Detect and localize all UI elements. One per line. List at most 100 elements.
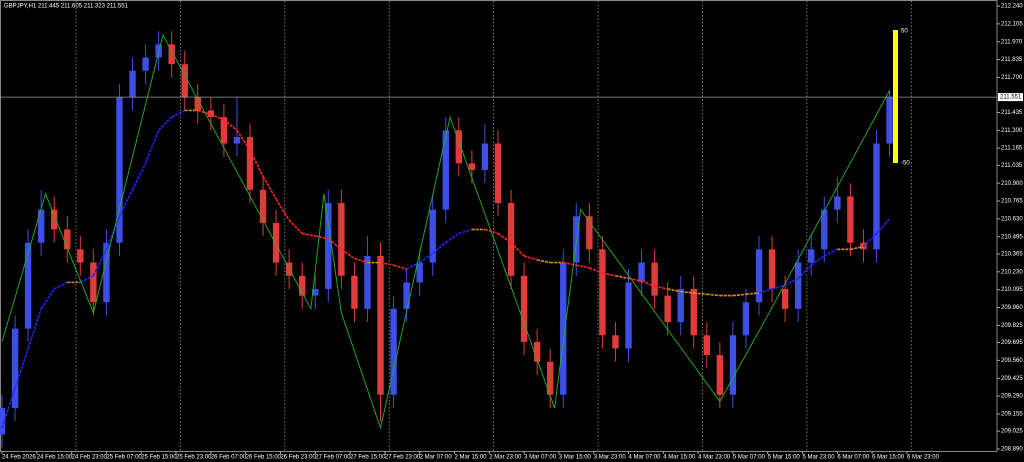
ma-segment <box>458 228 473 235</box>
ma-segment <box>523 255 538 261</box>
ma-segment <box>288 219 303 235</box>
ma-segment <box>105 215 121 250</box>
ma-segment <box>171 109 186 118</box>
candle-body <box>468 163 476 170</box>
ma-segment <box>589 267 603 274</box>
y-tick-label: 210.630 <box>1001 216 1023 222</box>
ma-segment <box>340 248 355 260</box>
x-tick-label: 25 Feb 07:00 <box>106 455 142 461</box>
x-tick-label: 4 Mar 15:00 <box>663 455 696 461</box>
candle-body <box>742 302 750 336</box>
x-tick-label: 6 Mar 15:00 <box>872 455 905 461</box>
candle-body <box>364 255 371 309</box>
candle-body <box>716 355 724 395</box>
x-tick-label: 25 Feb 23:00 <box>176 455 212 461</box>
y-tick-label: 210.365 <box>1001 252 1023 258</box>
y-tick-label: 211.035 <box>1001 163 1023 169</box>
ma-segment <box>797 264 812 279</box>
candle-body <box>664 295 671 323</box>
x-tick-label: 27 Feb 07:00 <box>315 455 351 461</box>
candle-body <box>312 288 319 296</box>
candle-body <box>560 262 567 395</box>
candle-body <box>834 196 841 210</box>
y-tick-label: 210.095 <box>1001 287 1023 293</box>
candle-body <box>821 209 828 250</box>
candle-body <box>51 209 58 230</box>
y-tick-label: 210.900 <box>1001 181 1023 187</box>
indicator-high-label: 50 <box>901 29 908 35</box>
candle-body <box>142 57 149 71</box>
current-price-label: 211.551 <box>1000 95 1022 101</box>
current-price-box <box>998 93 1023 102</box>
y-tick-label: 211.835 <box>1001 57 1023 63</box>
ma-segment <box>563 261 577 266</box>
x-tick-label: 24 Feb 15:00 <box>37 455 73 461</box>
candle-body <box>429 209 436 263</box>
candle-body <box>233 136 241 144</box>
candle-body <box>481 143 489 170</box>
y-tick-label: 211.435 <box>1001 110 1023 116</box>
ma-segment <box>693 292 707 296</box>
x-tick-label: 26 Feb 23:00 <box>280 455 316 461</box>
ma-segment <box>810 255 825 266</box>
candle-body <box>690 288 697 336</box>
candle-body <box>77 249 84 263</box>
x-tick-label: 5 Mar 07:00 <box>733 455 766 461</box>
candle-body <box>847 196 854 243</box>
candle-body <box>599 249 606 336</box>
ma-segment <box>144 130 160 164</box>
ma-segment <box>445 232 460 244</box>
y-tick-label: 211.970 <box>1001 39 1023 45</box>
ma-segment <box>680 290 694 294</box>
ma-segment <box>706 293 720 297</box>
ma-segment <box>432 242 447 254</box>
y-tick-label: 208.890 <box>1001 447 1023 453</box>
ma-segment <box>27 308 42 349</box>
ma-segment <box>79 275 94 284</box>
candle-body <box>546 361 554 395</box>
x-tick-label: 24 Feb 23:00 <box>72 455 108 461</box>
x-tick-label: 3 Mar 15:00 <box>559 455 592 461</box>
candle-body <box>768 249 776 289</box>
candle-body <box>272 222 280 263</box>
candle-body <box>416 262 423 283</box>
ma-segment <box>615 274 629 280</box>
ma-segment <box>1 387 16 429</box>
candle-body <box>507 203 515 276</box>
y-tick-label: 209.025 <box>1001 429 1023 435</box>
ma-segment <box>53 281 68 290</box>
ma-segment <box>419 252 434 264</box>
candle-body <box>194 97 201 111</box>
y-tick-label: 209.290 <box>1001 394 1023 400</box>
candle-body <box>116 97 123 243</box>
ma-segment <box>275 198 290 221</box>
candle-body <box>11 328 19 409</box>
candle-body <box>338 203 345 276</box>
ma-segment <box>784 277 799 286</box>
candle-body <box>625 282 632 349</box>
candle-body <box>755 249 763 303</box>
y-tick-label: 211.165 <box>1001 146 1023 152</box>
ma-segment <box>667 288 681 293</box>
x-tick-label: 5 Mar 23:00 <box>803 455 836 461</box>
y-tick-label: 210.495 <box>1001 234 1023 240</box>
candle-body <box>781 288 789 309</box>
chart-title: GBPJPY,H1 211.445 211.605 211.323 211.55… <box>4 4 129 10</box>
ma-segment <box>14 348 29 389</box>
indicator-bar <box>893 30 898 163</box>
candle-body <box>129 70 136 98</box>
ma-segment <box>158 116 173 131</box>
candle-body <box>24 242 32 329</box>
ma-segment <box>771 284 786 290</box>
ma-segment <box>536 259 551 264</box>
candle-body <box>703 335 711 356</box>
candle-body <box>651 262 658 296</box>
candle-body <box>37 209 45 243</box>
ma-segment <box>223 119 238 131</box>
candle-body <box>351 275 358 309</box>
ma-segment <box>823 248 838 257</box>
candle-body <box>494 143 502 204</box>
ma-segment <box>745 292 760 296</box>
y-tick-label: 210.230 <box>1001 269 1023 275</box>
